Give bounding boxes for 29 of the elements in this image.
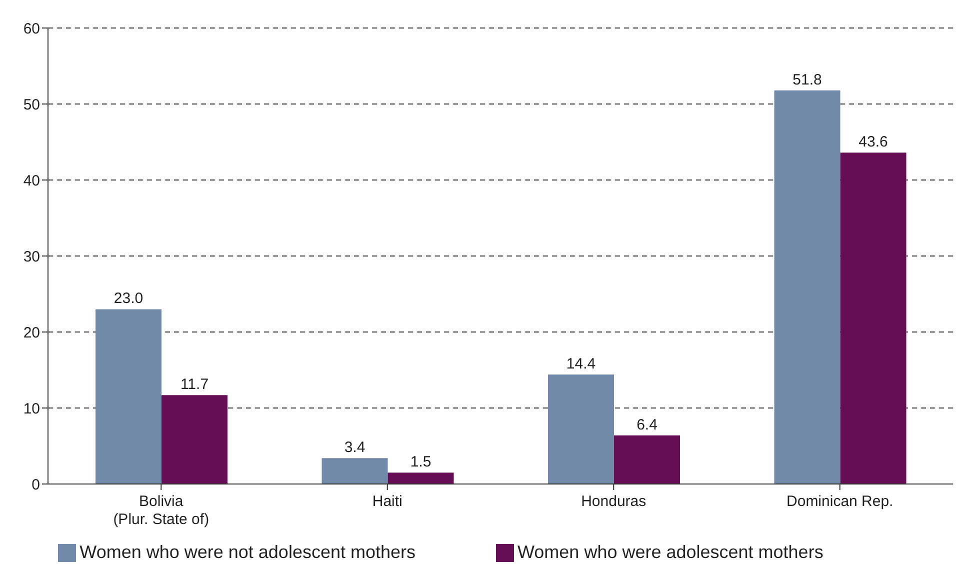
y-tick-label: 10 <box>23 400 40 418</box>
x-tick-label: Honduras <box>581 493 646 510</box>
y-tick-label: 40 <box>23 172 40 190</box>
legend-label: Women who were not adolescent mothers <box>80 542 416 562</box>
y-tick-label: 30 <box>23 248 40 266</box>
bar <box>548 374 614 484</box>
bar <box>162 395 228 484</box>
bar <box>388 472 454 484</box>
data-label: 51.8 <box>792 71 822 88</box>
y-tick-label: 50 <box>23 96 40 114</box>
y-tick-label: 20 <box>23 324 40 342</box>
bar <box>774 90 840 484</box>
x-tick-label: Haiti <box>372 493 402 510</box>
bar <box>322 458 388 484</box>
y-tick-label: 60 <box>23 20 40 38</box>
data-label: 3.4 <box>344 439 366 456</box>
bar <box>840 152 906 484</box>
x-tick-label: Dominican Rep. <box>786 493 894 510</box>
bar <box>96 309 162 484</box>
data-label: 23.0 <box>114 290 144 308</box>
bar <box>614 435 680 484</box>
legend-label: Women who were adolescent mothers <box>518 542 824 562</box>
data-label: 43.6 <box>858 134 888 151</box>
data-label: 6.4 <box>636 416 658 434</box>
x-tick-label: Bolivia (Plur. State of) <box>113 493 210 528</box>
data-label: 1.5 <box>410 454 432 471</box>
data-label: 14.4 <box>566 356 596 373</box>
y-tick-label: 0 <box>32 476 40 494</box>
data-label: 11.7 <box>180 376 209 394</box>
